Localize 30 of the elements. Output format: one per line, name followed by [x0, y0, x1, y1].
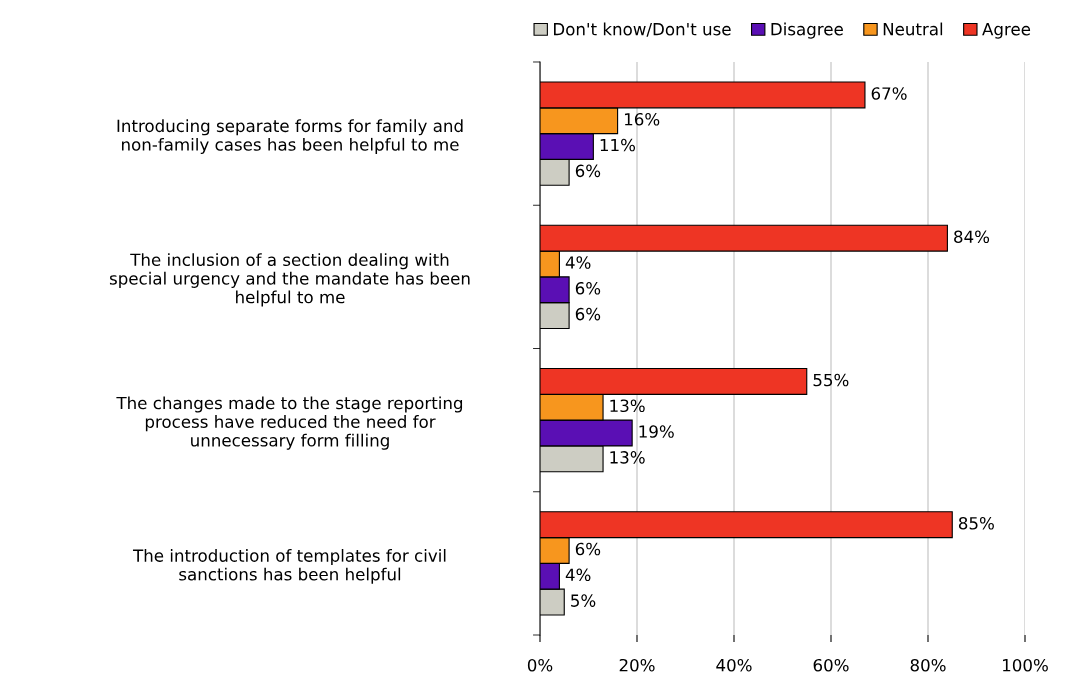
data-label: 55%	[813, 373, 849, 387]
x-tick-label: 40%	[716, 658, 752, 672]
data-label: 11%	[600, 138, 636, 152]
legend-label: Neutral	[883, 22, 943, 36]
data-label: 4%	[565, 256, 591, 269]
data-label: 85%	[958, 516, 994, 530]
data-label: 4%	[565, 568, 591, 582]
data-label: 16%	[624, 112, 660, 126]
data-label: 67%	[871, 87, 907, 100]
data-label: 84%	[954, 230, 990, 244]
x-tick-label: 100%	[1003, 658, 1048, 672]
y-tick-label: The changes made to the stage reporting process have reduced the need for unnecessary form filling	[116, 396, 463, 450]
data-label: 19%	[639, 425, 674, 438]
legend-label: Don't know/Don't use	[554, 22, 731, 37]
data-label: 13%	[610, 451, 645, 464]
y-tick-label: The introduction of templates for civil sanctions has been helpful	[132, 548, 446, 584]
y-tick-label: The inclusion of a section dealing with special urgency and the mandate has been helpful to me	[109, 253, 470, 307]
x-tick-label: 0%	[527, 658, 553, 672]
x-tick-label: 60%	[813, 658, 849, 672]
y-tick-label: Introducing separate forms for family and non-family cases has been helpful to me	[117, 119, 463, 155]
data-label: 5%	[571, 594, 596, 607]
legend-label: Disagree	[771, 22, 843, 39]
x-tick-label: 80%	[910, 658, 946, 672]
data-label: 6%	[575, 282, 601, 295]
x-tick-label: 20%	[619, 658, 655, 672]
data-label: 6%	[575, 307, 601, 321]
data-label: 6%	[575, 164, 601, 178]
data-label: 13%	[610, 399, 645, 413]
legend-label: Agree	[982, 23, 1031, 39]
data-label: 6%	[575, 542, 601, 556]
